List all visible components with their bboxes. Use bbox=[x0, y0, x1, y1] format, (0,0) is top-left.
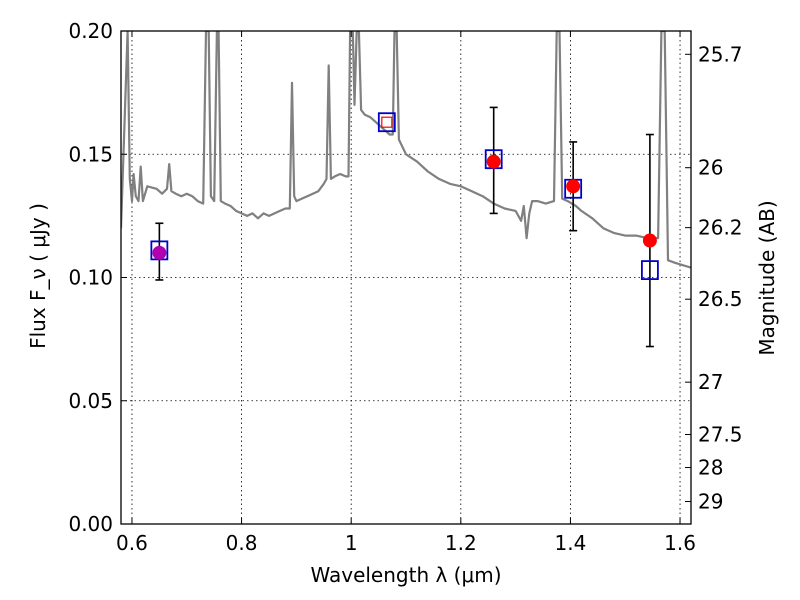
right-tick-label: 25.7 bbox=[698, 42, 743, 66]
y-tick-label: 0.20 bbox=[68, 19, 113, 43]
x-axis-title: Wavelength λ (μm) bbox=[310, 563, 501, 587]
y-tick-label: 0.10 bbox=[68, 266, 113, 290]
right-tick-label: 26.5 bbox=[698, 287, 743, 311]
right-tick-label: 27 bbox=[698, 370, 723, 394]
x-tick-label: 0.8 bbox=[226, 531, 258, 555]
grid bbox=[121, 30, 691, 525]
x-axis-ticks: 0.6 0.8 1 1.2 1.4 1.6 bbox=[116, 31, 696, 555]
right-tick-label: 26 bbox=[698, 156, 723, 180]
spectrum-series bbox=[121, 31, 691, 269]
x-tick-label: 1 bbox=[345, 531, 358, 555]
x-tick-label: 1.6 bbox=[664, 531, 696, 555]
right-tick-label: 26.2 bbox=[698, 216, 743, 240]
right-tick-label: 28 bbox=[698, 456, 723, 480]
right-tick-label: 29 bbox=[698, 490, 723, 514]
x-tick-label: 1.4 bbox=[555, 531, 587, 555]
y-tick-label: 0.00 bbox=[68, 512, 113, 536]
spectrum-line bbox=[121, 31, 691, 269]
x-tick-label: 1.2 bbox=[445, 531, 477, 555]
observed-point bbox=[486, 154, 501, 169]
right-axis-ticks: 25.7 26 26.2 26.5 27 27.5 28 29 bbox=[685, 42, 743, 514]
model-point-inner bbox=[381, 116, 393, 128]
observed-point bbox=[566, 179, 581, 194]
model-point bbox=[640, 260, 659, 281]
right-tick-label: 27.5 bbox=[698, 423, 743, 447]
errorbars bbox=[155, 106, 654, 348]
y-tick-label: 0.15 bbox=[68, 142, 113, 166]
model-photometry-series bbox=[150, 112, 659, 281]
right-axis-title: Magnitude (AB) bbox=[755, 200, 779, 355]
y-axis-title: Flux F_ν ( μJy ) bbox=[26, 203, 50, 349]
observed-point bbox=[152, 245, 167, 260]
model-point bbox=[377, 112, 396, 133]
observed-photometry-series bbox=[152, 154, 657, 260]
x-tick-label: 0.6 bbox=[116, 531, 148, 555]
y-tick-label: 0.05 bbox=[68, 389, 113, 413]
y-axis-ticks: 0.00 0.05 0.10 0.15 0.20 bbox=[68, 19, 127, 536]
observed-point bbox=[642, 233, 657, 248]
